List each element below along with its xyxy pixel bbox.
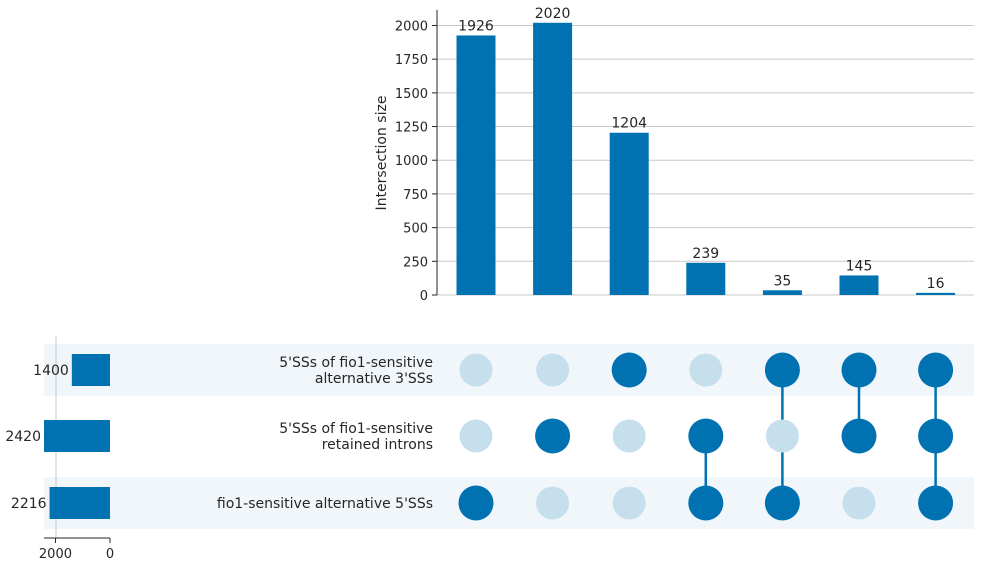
set-name-label: fio1-sensitive alternative 5'SSs (217, 496, 433, 512)
matrix-dot-inactive (459, 419, 493, 453)
intersection-bar (839, 275, 879, 295)
set-size-chart: 1400 2420 2216 2000 0 (5, 336, 114, 562)
set-name-label: 5'SSs of fio1-sensitive (279, 355, 433, 371)
y-axis: 0 250 500 750 1000 1250 1500 1750 2000 (395, 10, 438, 304)
matrix-dot-inactive (536, 486, 570, 520)
bar-value-label: 1926 (458, 18, 494, 34)
set-size-bar (71, 354, 110, 386)
bar-value-label: 145 (846, 258, 873, 274)
matrix-dot-active (535, 418, 571, 454)
set-size-tick-label: 0 (106, 547, 114, 562)
set-size-label: 1400 (33, 363, 69, 379)
bar-value-label: 16 (927, 276, 945, 292)
bar-value-label: 239 (692, 246, 719, 262)
matrix-dot-active (918, 485, 954, 521)
y-tick-label: 0 (420, 289, 428, 304)
intersection-bar (456, 35, 496, 295)
y-tick-label: 1250 (395, 121, 428, 136)
matrix-dot-active (688, 418, 724, 454)
intersection-bar (916, 292, 956, 295)
y-tick-label: 1500 (395, 87, 428, 102)
y-tick-label: 500 (403, 222, 428, 237)
matrix-dot-active (918, 418, 954, 454)
matrix-dot-active (841, 352, 877, 388)
matrix-row-stripe (44, 477, 974, 529)
set-name-label: 5'SSs of fio1-sensitive (279, 421, 433, 437)
y-tick-label: 1000 (395, 154, 428, 169)
matrix-row-stripe (44, 344, 974, 396)
y-tick-label: 750 (403, 188, 428, 203)
matrix-dot-inactive (842, 486, 876, 520)
set-size-label: 2216 (11, 496, 47, 512)
y-axis-label: Intersection size (374, 96, 390, 211)
y-tick-label: 250 (403, 255, 428, 270)
matrix-dot-inactive (612, 486, 646, 520)
set-size-bar (49, 487, 110, 519)
matrix-dot-active (688, 485, 724, 521)
matrix-dot-active (764, 352, 800, 388)
set-name-label: retained introns (322, 437, 433, 453)
matrix-stripes (44, 344, 974, 529)
matrix-dot-inactive (612, 419, 646, 453)
intersection-bar (609, 132, 649, 295)
matrix-dot-active (611, 352, 647, 388)
matrix-dot-inactive (765, 419, 799, 453)
intersection-bar (533, 22, 573, 296)
matrix-dot-inactive (459, 353, 493, 387)
y-tick-label: 2000 (395, 19, 428, 34)
intersection-bar (686, 262, 726, 295)
set-size-tick-label: 2000 (39, 547, 72, 562)
bar-value-labels: 1926 2020 1204 239 35 145 16 (458, 6, 944, 292)
matrix-dot-active (458, 485, 494, 521)
bar-value-label: 2020 (535, 6, 571, 22)
set-size-bar (44, 420, 110, 452)
matrix-dot-inactive (536, 353, 570, 387)
membership-matrix (458, 352, 954, 521)
matrix-dot-active (918, 352, 954, 388)
matrix-dot-active (841, 418, 877, 454)
matrix-dot-inactive (689, 353, 723, 387)
y-tick-label: 1750 (395, 53, 428, 68)
set-size-label: 2420 (5, 429, 41, 445)
set-name-label: alternative 3'SSs (315, 371, 433, 387)
intersection-bars (456, 22, 956, 296)
bar-value-label: 1204 (611, 116, 647, 132)
y-gridlines (437, 24, 974, 296)
bar-value-label: 35 (773, 273, 791, 289)
intersection-bar (762, 290, 802, 295)
matrix-dot-active (764, 485, 800, 521)
